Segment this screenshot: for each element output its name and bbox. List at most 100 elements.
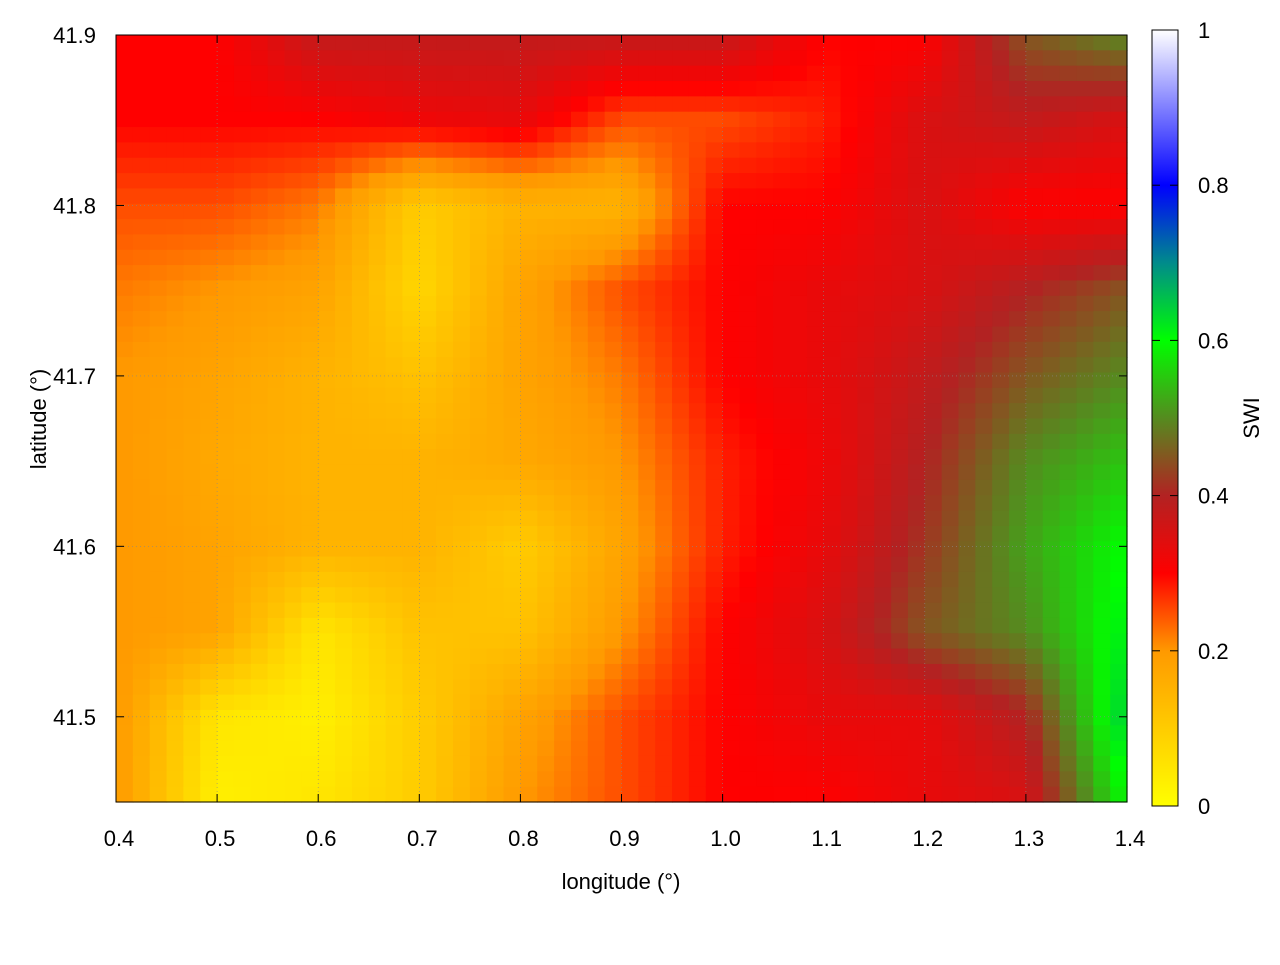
heatmap-cell [790,648,808,665]
heatmap-cell [537,311,555,328]
heatmap-cell [790,617,808,634]
heatmap-cell [469,740,488,757]
heatmap-cell [722,387,741,404]
heatmap-cell [335,372,353,389]
heatmap-cell [301,265,319,282]
heatmap-cell [149,771,168,788]
heatmap-cell [1059,433,1078,450]
heatmap-cell [318,372,336,389]
heatmap-cell [436,663,454,680]
heatmap-cell [453,602,471,619]
heatmap-cell [739,495,757,512]
heatmap-cell [705,249,724,266]
heatmap-cell [941,679,960,696]
heatmap-cell [924,96,943,113]
heatmap-cell [1042,280,1061,297]
heatmap-cell [790,265,808,282]
heatmap-cell [655,556,673,573]
heatmap-cell [806,495,825,512]
heatmap-cell [200,771,218,788]
heatmap-cell [267,173,286,189]
heatmap-cell [907,571,926,588]
heatmap-cell [806,280,825,297]
heatmap-cell [840,326,858,343]
heatmap-cell [941,357,960,374]
heatmap-cell [975,418,993,435]
heatmap-cell [924,786,943,803]
x-tick-label: 1.2 [913,826,944,851]
heatmap-cell [200,525,218,542]
heatmap-cell [301,663,319,680]
heatmap-cell [739,326,757,343]
heatmap-cell [1042,663,1061,680]
heatmap-cell [318,142,336,159]
heatmap-cell [537,648,555,665]
heatmap-cell [1059,249,1078,266]
heatmap-cell [419,495,437,512]
heatmap-cell [773,111,791,128]
heatmap-cell [992,173,1010,189]
heatmap-cell [132,265,151,282]
heatmap-cell [1025,525,1044,542]
heatmap-cell [621,587,639,604]
heatmap-cell [1076,510,1094,527]
heatmap-cell [705,617,724,634]
heatmap-cell [217,633,235,650]
heatmap-cell [385,265,404,282]
colorbar-tick-label: 0.4 [1198,484,1229,509]
heatmap-cell [486,663,505,680]
heatmap-cell [840,449,858,466]
heatmap-cell [469,464,488,481]
heatmap-cell [1093,81,1111,97]
heatmap-cell [469,81,488,97]
heatmap-cell [267,249,286,266]
heatmap-cell [503,755,521,772]
heatmap-cell [503,541,521,558]
heatmap-cell [166,50,184,67]
heatmap-cell [318,96,336,113]
heatmap-cell [503,157,521,174]
heatmap-cell [941,479,960,496]
heatmap-cell [924,295,943,312]
heatmap-cell [1076,541,1094,558]
heatmap-cell [554,50,572,67]
heatmap-cell [520,525,538,542]
heatmap-cell [688,265,707,282]
colorbar-ticks: 00.20.40.60.81 [1152,18,1229,819]
heatmap-cell [183,234,201,251]
heatmap-cell [419,203,437,220]
heatmap-cell [756,65,774,82]
heatmap-cell [672,740,690,757]
heatmap-cell [116,387,134,404]
heatmap-cell [503,173,521,189]
heatmap-cell [183,602,201,619]
heatmap-cell [672,295,690,312]
heatmap-cell [655,81,673,97]
heatmap-cell [823,418,842,435]
heatmap-cell [840,571,858,588]
heatmap-cell [891,65,909,82]
heatmap-cell [554,556,572,573]
heatmap-cell [655,111,673,128]
heatmap-cell [688,495,707,512]
heatmap-cell [554,372,572,389]
heatmap-cell [149,81,168,97]
heatmap-cell [183,249,201,266]
heatmap-cell [166,571,184,588]
heatmap-cell [486,418,505,435]
heatmap-cell [233,326,252,343]
heatmap-cell [621,173,639,189]
heatmap-cell [1042,709,1061,726]
heatmap-cell [604,81,623,97]
heatmap-cell [1009,725,1027,742]
heatmap-cell [1110,50,1128,67]
heatmap-cell [520,357,538,374]
heatmap-cell [790,740,808,757]
heatmap-cell [587,755,606,772]
heatmap-cell [604,433,623,450]
heatmap-cell [672,188,690,205]
heatmap-cell [520,96,538,113]
heatmap-cell [806,679,825,696]
heatmap-cell [941,295,960,312]
heatmap-cell [621,188,639,205]
